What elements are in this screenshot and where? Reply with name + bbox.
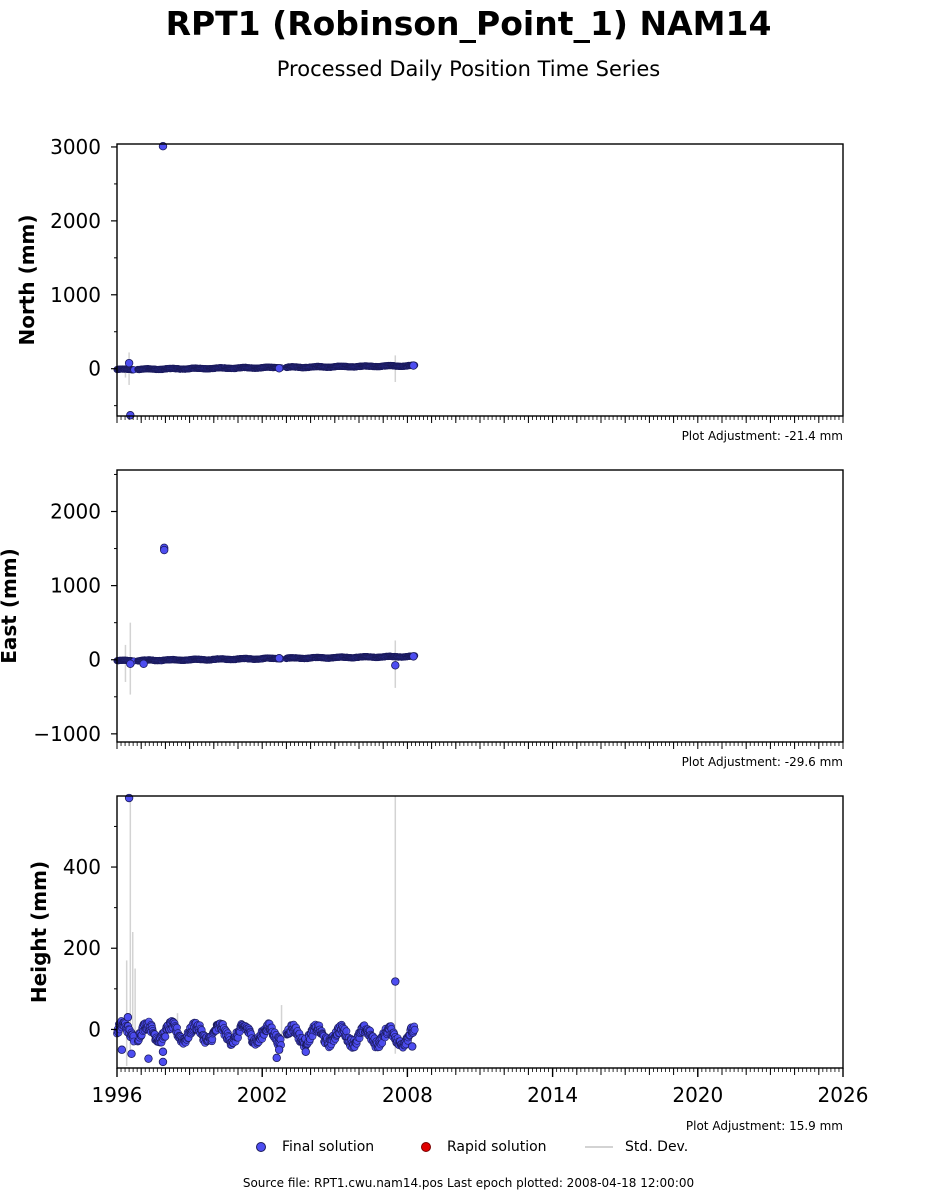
- y-tick-label: 400: [63, 855, 101, 879]
- final-solution-outlier: [274, 1045, 284, 1054]
- chart-title: RPT1 (Robinson_Point_1) NAM14: [165, 4, 772, 43]
- y-tick-label: 0: [88, 357, 101, 381]
- plot-adjustment-note: Plot Adjustment: 15.9 mm: [686, 1119, 843, 1133]
- legend: Final solution Rapid solution Std. Dev.: [0, 1137, 937, 1157]
- final-solution-outlier: [158, 1047, 168, 1056]
- final-solution-outlier: [158, 1057, 168, 1067]
- chart-subtitle: Processed Daily Position Time Series: [276, 57, 661, 81]
- x-tick-label: 2020: [672, 1083, 723, 1107]
- x-tick-label: 2026: [818, 1083, 869, 1107]
- y-tick-label: 2000: [50, 209, 101, 233]
- legend-rapid: Rapid solution: [421, 1137, 547, 1157]
- final-solution-outlier: [274, 654, 284, 663]
- x-tick-label: 2008: [382, 1083, 433, 1107]
- final-marker-icon: [256, 1142, 266, 1152]
- y-tick-label: 3000: [50, 135, 101, 159]
- x-tick-label: 2014: [527, 1083, 578, 1107]
- rapid-marker-icon: [421, 1142, 431, 1152]
- y-axis-label: East (mm): [0, 548, 21, 664]
- y-tick-label: 1000: [50, 574, 101, 598]
- final-solution-outlier: [272, 1053, 281, 1063]
- final-solution-outlier: [409, 361, 418, 370]
- plot-frame: [116, 143, 844, 417]
- y-axis-label: North (mm): [15, 214, 39, 345]
- y-tick-label: 2000: [50, 500, 101, 524]
- final-solution-outlier: [408, 1042, 417, 1051]
- final-solution-outlier: [139, 659, 148, 669]
- final-solution-outlier: [159, 545, 169, 555]
- std-dev-line-icon: [585, 1146, 613, 1148]
- final-solution-outlier: [301, 1047, 310, 1056]
- y-axis-label: Height (mm): [27, 861, 51, 1003]
- final-solution-outlier: [123, 1013, 133, 1022]
- legend-final-label: Final solution: [282, 1139, 375, 1155]
- final-solution-outlier: [144, 1054, 153, 1063]
- final-solution-point: [410, 1025, 419, 1034]
- final-solution-outlier: [391, 977, 400, 986]
- final-solution-outlier: [127, 1049, 136, 1058]
- x-tick-label: 1996: [92, 1083, 143, 1107]
- legend-std-label: Std. Dev.: [625, 1139, 689, 1155]
- legend-rapid-label: Rapid solution: [447, 1139, 547, 1155]
- legend-final: Final solution: [256, 1137, 374, 1157]
- x-tick-label: 2002: [237, 1083, 288, 1107]
- final-solution-outlier: [409, 652, 418, 661]
- final-solution-outlier: [126, 411, 135, 420]
- final-solution-point: [161, 1032, 170, 1041]
- source-note: Source file: RPT1.cwu.nam14.pos Last epo…: [242, 1176, 695, 1190]
- legend-std: Std. Dev.: [585, 1137, 688, 1157]
- final-solution-outlier: [117, 1045, 127, 1054]
- y-tick-label: 1000: [50, 283, 101, 307]
- final-solution-outlier: [391, 661, 400, 670]
- final-solution-outlier: [274, 364, 284, 373]
- y-tick-label: 0: [88, 648, 101, 672]
- plot-adjustment-note: Plot Adjustment: -21.4 mm: [682, 429, 843, 443]
- final-solution-outlier: [124, 358, 134, 368]
- plot-adjustment-note: Plot Adjustment: -29.6 mm: [682, 755, 843, 769]
- y-tick-label: 0: [88, 1017, 101, 1041]
- y-tick-label: −1000: [33, 722, 101, 746]
- y-tick-label: 200: [63, 936, 101, 960]
- final-solution-outlier: [126, 659, 135, 669]
- plot-frame: [116, 469, 844, 743]
